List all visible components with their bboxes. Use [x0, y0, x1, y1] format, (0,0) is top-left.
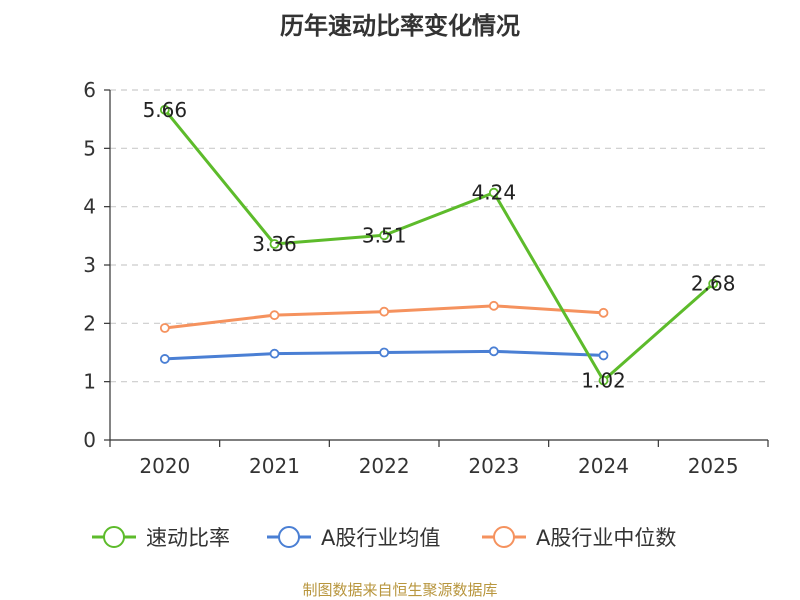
data-label: 3.36 — [252, 232, 297, 256]
y-tick-label: 1 — [83, 370, 96, 394]
data-point — [159, 354, 170, 364]
chart-title: 历年速动比率变化情况 — [280, 12, 520, 40]
x-tick-label: 2023 — [468, 454, 519, 478]
data-point — [159, 323, 170, 333]
data-point — [159, 104, 170, 115]
legend-marker — [278, 526, 300, 548]
y-tick-label: 3 — [83, 253, 96, 277]
legend-label: A股行业中位数 — [536, 526, 676, 550]
data-point — [269, 348, 280, 359]
x-tick-label: 2025 — [688, 454, 739, 478]
data-label: 2.68 — [691, 272, 736, 296]
data-point — [598, 307, 609, 318]
legend-marker — [493, 526, 515, 548]
data-point — [488, 300, 499, 311]
grid-lines — [110, 89, 768, 383]
data-label: 5.66 — [143, 98, 188, 122]
x-tick-label: 2020 — [139, 454, 190, 478]
data-label: 3.51 — [362, 223, 407, 247]
axes: 0 1 2 3 4 5 6 2020 2021 2022 2023 2024 2025 — [83, 78, 769, 478]
data-label: 4.24 — [472, 181, 517, 205]
legend-label: 速动比率 — [146, 526, 230, 550]
data-point — [488, 346, 499, 357]
y-tick-label: 0 — [83, 428, 96, 452]
data-point — [488, 187, 499, 198]
x-tick-label: 2022 — [359, 454, 410, 478]
source-note: 制图数据来自恒生聚源数据库 — [302, 581, 497, 599]
data-point — [379, 230, 390, 241]
data-label: 1.02 — [581, 369, 626, 393]
x-tick-label: 2024 — [578, 454, 629, 478]
y-tick-label: 6 — [83, 78, 96, 102]
legend: 速动比率 A股行业均值 A股行业中位数 — [92, 526, 676, 550]
data-point — [708, 278, 719, 289]
data-point — [598, 350, 609, 361]
y-tick-label: 4 — [83, 195, 96, 219]
x-tick-label: 2021 — [249, 454, 300, 478]
y-tick-label: 5 — [83, 136, 96, 160]
data-point — [269, 310, 280, 321]
data-point — [598, 375, 609, 386]
series-line-0 — [163, 108, 715, 382]
y-tick-label: 2 — [83, 311, 96, 335]
data-point — [269, 239, 280, 249]
data-point — [379, 306, 390, 317]
series-lines — [159, 104, 719, 386]
legend-marker — [103, 526, 125, 548]
data-point — [379, 347, 390, 358]
data-labels: 5.66 3.36 3.51 4.24 1.02 2.68 — [143, 98, 736, 393]
legend-label: A股行业均值 — [321, 526, 440, 550]
